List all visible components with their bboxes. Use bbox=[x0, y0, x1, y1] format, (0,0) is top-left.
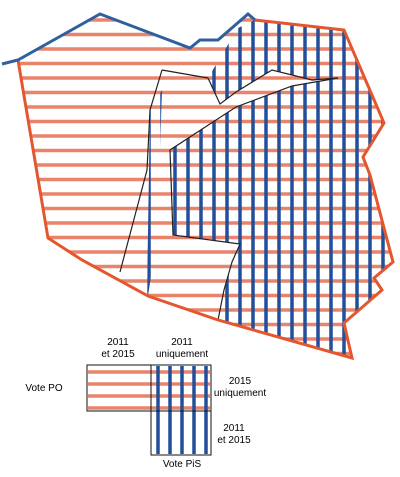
legend-label-2011-2015-top-line1: 2011 bbox=[107, 337, 129, 348]
legend-label-2011-2015-right-line2: et 2015 bbox=[217, 435, 251, 446]
legend-label-2011-2015-top-line2: et 2015 bbox=[101, 349, 135, 360]
legend-label-vote-po: Vote PO bbox=[25, 383, 62, 394]
legend-po-stripes bbox=[88, 370, 210, 410]
country-border bbox=[16, 18, 395, 361]
legend-label-vote-pis: Vote PiS bbox=[163, 459, 202, 470]
legend-label-2015-only-line1: 2015 bbox=[229, 376, 252, 387]
legend-label-2011-only-line1: 2011 bbox=[171, 337, 193, 348]
legend: 2011 et 2015 2011 uniquement 2015 unique… bbox=[25, 337, 266, 470]
legend-pis-stripes bbox=[156, 366, 208, 454]
map bbox=[1, 12, 395, 361]
region-divider bbox=[119, 69, 209, 273]
legend-box-pis-both bbox=[150, 410, 212, 456]
legend-label-2011-only-line2: uniquement bbox=[156, 349, 208, 360]
region-divider bbox=[207, 69, 339, 105]
region-divider bbox=[169, 77, 339, 321]
legend-label-2011-2015-right-line1: 2011 bbox=[223, 423, 245, 434]
legend-label-2015-only-line2: uniquement bbox=[214, 388, 266, 399]
coastline bbox=[1, 12, 256, 66]
